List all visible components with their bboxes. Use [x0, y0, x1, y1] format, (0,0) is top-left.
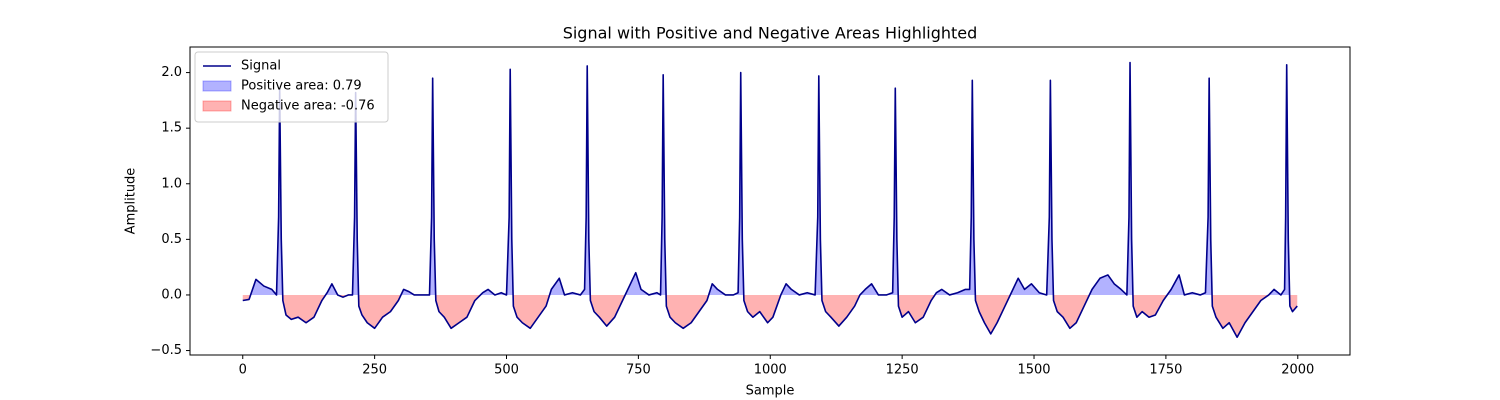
legend-label: Signal	[241, 59, 281, 74]
x-tick-label: 1750	[1149, 363, 1182, 378]
legend-label: Positive area: 0.79	[241, 79, 362, 94]
chart-title: Signal with Positive and Negative Areas …	[563, 24, 978, 43]
x-tick-label: 1000	[754, 363, 787, 378]
x-tick-label: 1500	[1017, 363, 1050, 378]
signal-line	[242, 61, 1298, 339]
legend-swatch	[202, 100, 232, 112]
x-tick-label: 500	[494, 363, 519, 378]
x-axis-label: Sample	[746, 384, 795, 399]
y-tick-label: −0.5	[150, 343, 182, 358]
y-tick-label: 0.5	[161, 232, 182, 247]
x-tick-label: 750	[626, 363, 651, 378]
plot-frame	[189, 46, 1351, 356]
legend-box	[194, 51, 389, 123]
x-tick-label: 2000	[1281, 363, 1314, 378]
x-tick-label: 250	[362, 363, 387, 378]
x-tick-label: 1250	[886, 363, 919, 378]
legend-label: Negative area: -0.76	[241, 99, 375, 114]
legend-swatch	[202, 80, 232, 92]
x-tick-label: 0	[239, 363, 247, 378]
y-axis-label: Amplitude	[124, 168, 139, 235]
y-tick-label: 1.0	[161, 176, 182, 191]
negative-area	[242, 294, 1298, 338]
y-tick-label: 1.5	[161, 121, 182, 136]
y-tick-label: 0.0	[161, 287, 182, 302]
y-tick-label: 2.0	[161, 65, 182, 80]
